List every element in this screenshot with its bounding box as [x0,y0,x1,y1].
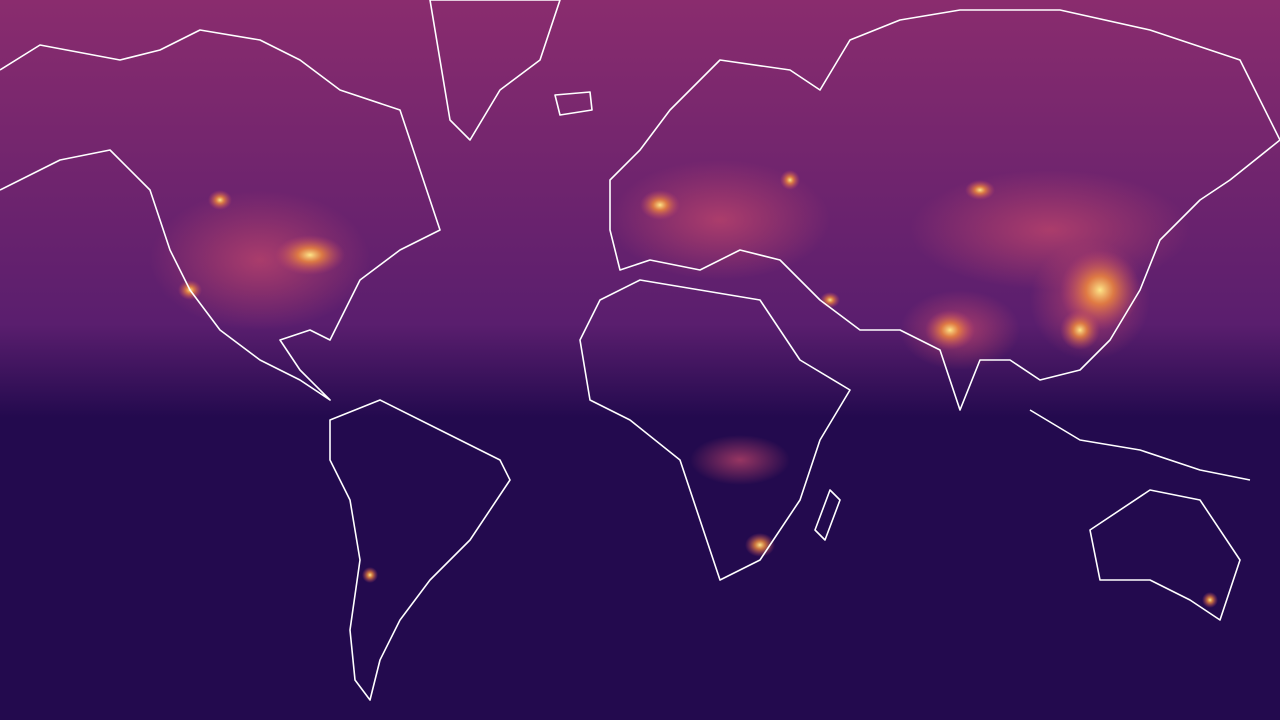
coast-greenland [429,0,561,141]
coast-africa [579,279,851,581]
hotspot [362,567,378,583]
hotspot [208,190,232,210]
hotspot [1202,592,1218,608]
coast-iceland [554,91,593,116]
hotspots [178,170,1218,608]
warm-region [150,190,370,330]
warm-region [610,160,830,280]
hotspot [965,180,995,200]
hotspot [1060,310,1100,350]
coast-indonesia [1029,409,1251,481]
coast-europe-asia [609,9,1280,411]
coastlines [0,0,1280,701]
coast-australia [1089,489,1241,621]
hotspot [820,292,840,308]
hotspot [640,190,680,220]
coast-madagascar [814,489,841,541]
hotspot [275,235,345,275]
hotspot [925,310,975,350]
hotspot [745,533,775,557]
coast-south-america [329,399,511,701]
coast-north-america [0,29,441,401]
warm-region [690,435,790,485]
hotspot [780,170,800,190]
